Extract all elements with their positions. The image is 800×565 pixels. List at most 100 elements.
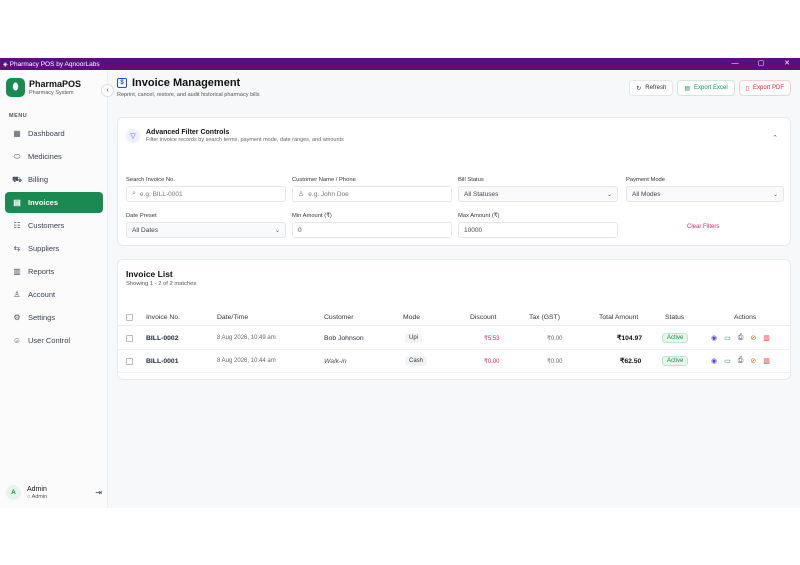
date-preset-field: Date Preset All Dates ⌄ — [126, 213, 286, 238]
bill-status-select[interactable]: All Statuses ⌄ — [458, 186, 618, 202]
chevron-up-icon[interactable]: ⌃ — [772, 135, 778, 142]
column-actions: Actions — [734, 313, 757, 321]
bar-chart-icon: ▥ — [13, 267, 21, 276]
table-row[interactable]: BILL-0001 8 Aug 2026, 10:44 am Walk-in C… — [118, 350, 790, 373]
document-icon: ▤ — [13, 198, 21, 207]
main-content: $ Invoice Management Reprint, cancel, re… — [109, 70, 800, 508]
pill-icon: ⬭ — [13, 151, 21, 161]
select-all-checkbox[interactable] — [126, 313, 133, 321]
sidebar-item-suppliers[interactable]: ⇆ Suppliers — [13, 244, 60, 253]
invoice-total: ₹104.97 — [617, 335, 643, 342]
column-total[interactable]: Total Amount — [599, 313, 639, 321]
sidebar-item-customers[interactable]: ☷ Customers — [13, 221, 65, 230]
sidebar-item-reports[interactable]: ▥ Reports — [13, 267, 55, 276]
sidebar-item-medicines[interactable]: ⬭ Medicines — [13, 151, 62, 162]
refresh-button[interactable]: ↻ Refresh — [629, 80, 674, 96]
max-amount-field: Max Amount (₹) 10000 — [458, 213, 618, 238]
payment-mode-badge: Upi — [405, 333, 423, 343]
cancel-icon[interactable]: ⊘ — [750, 335, 757, 342]
filter-icon: ▽ — [126, 129, 140, 143]
cancel-icon[interactable]: ⊘ — [750, 358, 757, 365]
maximize-button[interactable]: ▢ — [757, 60, 765, 67]
column-mode[interactable]: Mode — [403, 313, 421, 321]
payment-mode-select[interactable]: All Modes ⌄ — [626, 186, 784, 202]
invoice-number: BILL-0001 — [146, 357, 179, 365]
invoice-tax: ₹0.00 — [547, 335, 563, 342]
user-icon: ♙ — [13, 290, 21, 299]
status-badge: Active — [662, 333, 689, 343]
sidebar-item-invoices[interactable]: ▤ Invoices — [5, 192, 103, 213]
invoice-list-panel: Invoice List Showing 1 - 2 of 2 matches … — [117, 259, 791, 380]
invoice-discount: ₹0.00 — [484, 358, 500, 365]
header-actions: ↻ Refresh ▤ Export Excel ▯ Export PDF — [629, 80, 791, 96]
max-amount-input[interactable]: 10000 — [458, 222, 618, 238]
column-status[interactable]: Status — [665, 313, 685, 321]
menu-label: MENU — [9, 113, 28, 119]
min-amount-field: Min Amount (₹) 0 — [292, 213, 452, 238]
message-icon[interactable]: ▭ — [724, 335, 731, 342]
invoice-list-title: Invoice List — [126, 269, 173, 279]
spreadsheet-icon: ▤ — [684, 85, 690, 92]
date-preset-select[interactable]: All Dates ⌄ — [126, 222, 286, 238]
row-checkbox[interactable] — [126, 334, 133, 342]
min-amount-input[interactable]: 0 — [292, 222, 452, 238]
search-icon: ⌕ — [132, 190, 136, 197]
customer-input[interactable]: ♙ e.g. John Doe — [292, 186, 452, 202]
minimize-button[interactable]: — — [731, 60, 739, 67]
invoice-number: BILL-0002 — [146, 334, 179, 342]
gear-icon: ⚙ — [13, 313, 21, 322]
view-icon[interactable]: ◉ — [711, 335, 718, 342]
print-icon[interactable]: ⎙ — [737, 334, 744, 341]
app-window: ⬮ PharmaPOS Pharmacy System ‹ MENU ▦ Dash… — [0, 70, 800, 508]
chevron-down-icon: ⌄ — [772, 191, 778, 198]
table-header: Invoice No. Date/Time Customer Mode Disc… — [118, 309, 790, 326]
sidebar-item-dashboard[interactable]: ▦ Dashboard — [13, 129, 65, 138]
user-name: Admin — [27, 485, 47, 493]
export-pdf-button[interactable]: ▯ Export PDF — [738, 80, 791, 96]
customer-field: Customer Name / Phone ♙ e.g. John Doe — [292, 177, 452, 202]
sidebar-item-account[interactable]: ♙ Account — [13, 290, 56, 299]
column-customer[interactable]: Customer — [324, 313, 354, 321]
logout-icon[interactable]: ⇥ — [95, 488, 102, 497]
column-invoice[interactable]: Invoice No. — [146, 313, 181, 321]
sidebar-nav: ▦ Dashboard ⬭ Medicines ⛟ Billing ▤ Invoices… — [5, 123, 103, 353]
clear-filters-button[interactable]: Clear Filters — [687, 224, 720, 230]
view-icon[interactable]: ◉ — [711, 358, 718, 365]
close-button[interactable]: ✕ — [784, 60, 790, 67]
customers-icon: ☷ — [13, 221, 21, 230]
invoice-tax: ₹0.00 — [547, 358, 563, 365]
row-checkbox[interactable] — [126, 357, 133, 365]
page-subtitle: Reprint, cancel, restore, and audit hist… — [117, 92, 260, 98]
window-title: ◈ Pharmacy POS by AqnoorLabs — [3, 60, 100, 68]
export-excel-button[interactable]: ▤ Export Excel — [677, 80, 735, 96]
brand: ⬮ PharmaPOS Pharmacy System — [6, 78, 81, 97]
bill-status-field: Bill Status All Statuses ⌄ — [458, 177, 618, 202]
window-titlebar: ◈ Pharmacy POS by AqnoorLabs — ▢ ✕ — [0, 58, 800, 70]
column-tax[interactable]: Tax (GST) — [529, 313, 560, 321]
invoice-customer: Bob Johnson — [324, 334, 364, 342]
table-row[interactable]: BILL-0002 8 Aug 2026, 10:49 am Bob Johns… — [118, 327, 790, 350]
truck-icon: ⇆ — [13, 244, 21, 253]
pdf-icon: ▯ — [745, 85, 749, 92]
collapse-sidebar-button[interactable]: ‹ — [101, 84, 114, 97]
filter-subtitle: Filter invoice records by search terms, … — [146, 137, 344, 143]
sidebar: ⬮ PharmaPOS Pharmacy System ‹ MENU ▦ Dash… — [0, 70, 114, 508]
message-icon[interactable]: ▭ — [724, 358, 731, 365]
column-datetime[interactable]: Date/Time — [217, 313, 249, 321]
payment-mode-badge: Cash — [405, 356, 428, 366]
avatar: A — [6, 485, 21, 500]
sidebar-item-billing[interactable]: ⛟ Billing — [12, 174, 49, 185]
sidebar-item-user-control[interactable]: ☺ User Control — [12, 336, 71, 345]
sidebar-item-settings[interactable]: ⚙ Settings — [13, 313, 56, 322]
filter-header[interactable]: ▽ Advanced Filter Controls Filter invoic… — [126, 129, 344, 143]
search-invoice-input[interactable]: ⌕ e.g. BILL-0001 — [126, 186, 286, 202]
grid-icon: ▦ — [13, 129, 21, 138]
column-discount[interactable]: Discount — [470, 313, 497, 321]
trash-icon[interactable]: ▥ — [763, 335, 770, 342]
user-profile: A Admin ○ Admin ⇥ — [6, 485, 102, 500]
trash-icon[interactable]: ▥ — [763, 358, 770, 365]
print-icon[interactable]: ⎙ — [737, 357, 744, 364]
invoice-total: ₹62.50 — [620, 358, 642, 365]
filter-panel: ▽ Advanced Filter Controls Filter invoic… — [117, 117, 791, 246]
brand-subtitle: Pharmacy System — [29, 90, 74, 96]
